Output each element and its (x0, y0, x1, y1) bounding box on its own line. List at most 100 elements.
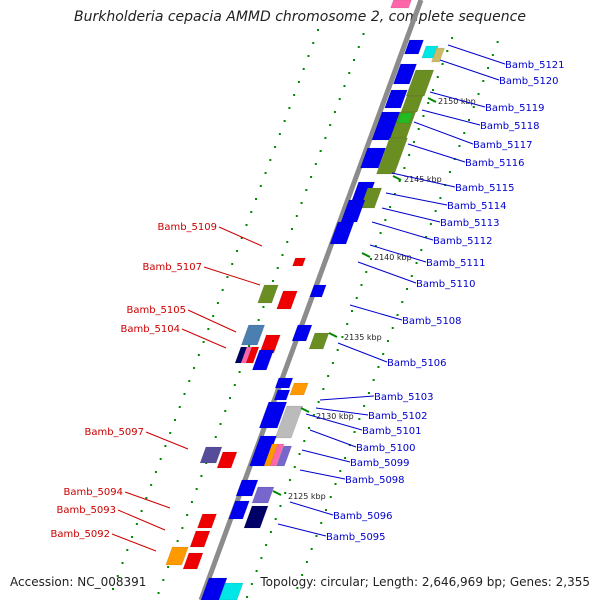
track-dot (250, 583, 253, 585)
gene-feature (404, 39, 424, 55)
gene-feature (329, 221, 355, 245)
leader-line (391, 172, 456, 188)
track-dot (269, 531, 272, 533)
leader-line (349, 304, 403, 321)
scale-label: 2150 kbp (438, 97, 476, 106)
track-dot (336, 349, 339, 351)
gene-feature (165, 546, 189, 566)
track-dot (257, 319, 260, 321)
track-dot (316, 29, 319, 31)
gene-feature (393, 63, 417, 85)
track-dot (446, 50, 449, 52)
track-dot (298, 453, 301, 455)
gene-label: Bamb_5097 (84, 427, 144, 438)
track-dot (265, 544, 268, 546)
leader-line (369, 244, 427, 263)
track-dot (207, 328, 210, 330)
track-dot (271, 280, 274, 282)
track-dot (291, 228, 294, 230)
leader-line (357, 261, 417, 284)
track-dot (312, 414, 315, 416)
gene-feature (292, 257, 306, 267)
track-dot (362, 33, 365, 35)
gene-label: Bamb_5098 (345, 475, 405, 486)
backbone-line (198, 0, 424, 600)
gene-feature (241, 324, 265, 346)
leader-line (181, 328, 227, 349)
track-dot (420, 249, 423, 251)
track-dot (221, 289, 224, 291)
track-dot (391, 327, 394, 329)
gene-feature (360, 147, 386, 169)
track-dot (126, 549, 129, 551)
track-dot (131, 536, 134, 538)
track-dot (286, 241, 289, 243)
track-dots (112, 29, 499, 598)
track-dot (333, 111, 336, 113)
track-dot (367, 392, 370, 394)
leader-line (371, 221, 434, 241)
gene-feature (251, 486, 275, 504)
track-dot (353, 431, 356, 433)
track-dot (238, 371, 241, 373)
track-dot (300, 202, 303, 204)
gene-feature (218, 582, 244, 600)
track-dot (154, 471, 157, 473)
track-dot (377, 366, 380, 368)
leader-line (385, 192, 448, 206)
track-dot (365, 271, 368, 273)
gene-label: Bamb_5108 (402, 316, 462, 327)
gene-label: Bamb_5110 (416, 279, 476, 290)
gene-feature (252, 349, 274, 371)
track-dot (284, 492, 287, 494)
leader-line (117, 509, 166, 531)
track-dot (305, 189, 308, 191)
track-dot (393, 193, 396, 195)
gene-label: Bamb_5115 (455, 183, 515, 194)
gene-feature (235, 479, 259, 497)
leader-line (447, 44, 506, 65)
topology-text: Topology: circular; Length: 2,646,969 bp… (260, 575, 590, 589)
track-dot (389, 206, 392, 208)
gene-feature (273, 389, 291, 401)
track-dot (178, 406, 181, 408)
label-leaders (111, 44, 506, 552)
track-dot (491, 54, 494, 56)
track-dot (240, 237, 243, 239)
track-dot (425, 236, 428, 238)
gene-feature (228, 500, 250, 520)
scale-tick (272, 490, 282, 496)
track-dot (477, 93, 480, 95)
gene-feature (199, 446, 223, 464)
track-dot (463, 132, 466, 134)
track-dot (259, 185, 262, 187)
gene-features (165, 0, 445, 600)
gene-label: Bamb_5116 (465, 158, 525, 169)
leader-line (381, 207, 441, 223)
track-dot (415, 262, 418, 264)
gene-label: Bamb_5117 (473, 140, 533, 151)
track-dot (412, 141, 415, 143)
track-dot (350, 310, 353, 312)
track-dot (274, 146, 277, 148)
track-dot (214, 436, 217, 438)
leader-line (289, 501, 334, 516)
track-dot (401, 301, 404, 303)
track-dot (293, 466, 296, 468)
track-dot (167, 566, 170, 568)
track-dot (200, 475, 203, 477)
track-dot (319, 150, 322, 152)
gene-feature (216, 451, 238, 469)
track-dot (441, 63, 444, 65)
track-dot (183, 393, 186, 395)
leader-line (145, 431, 189, 450)
track-dot (379, 232, 382, 234)
track-dot (229, 397, 232, 399)
gene-label: Bamb_5112 (433, 236, 493, 247)
gene-feature (291, 324, 313, 342)
gene-label: Bamb_5106 (387, 358, 447, 369)
track-dot (322, 388, 325, 390)
gene-label: Bamb_5095 (326, 532, 386, 543)
track-dot (434, 210, 437, 212)
